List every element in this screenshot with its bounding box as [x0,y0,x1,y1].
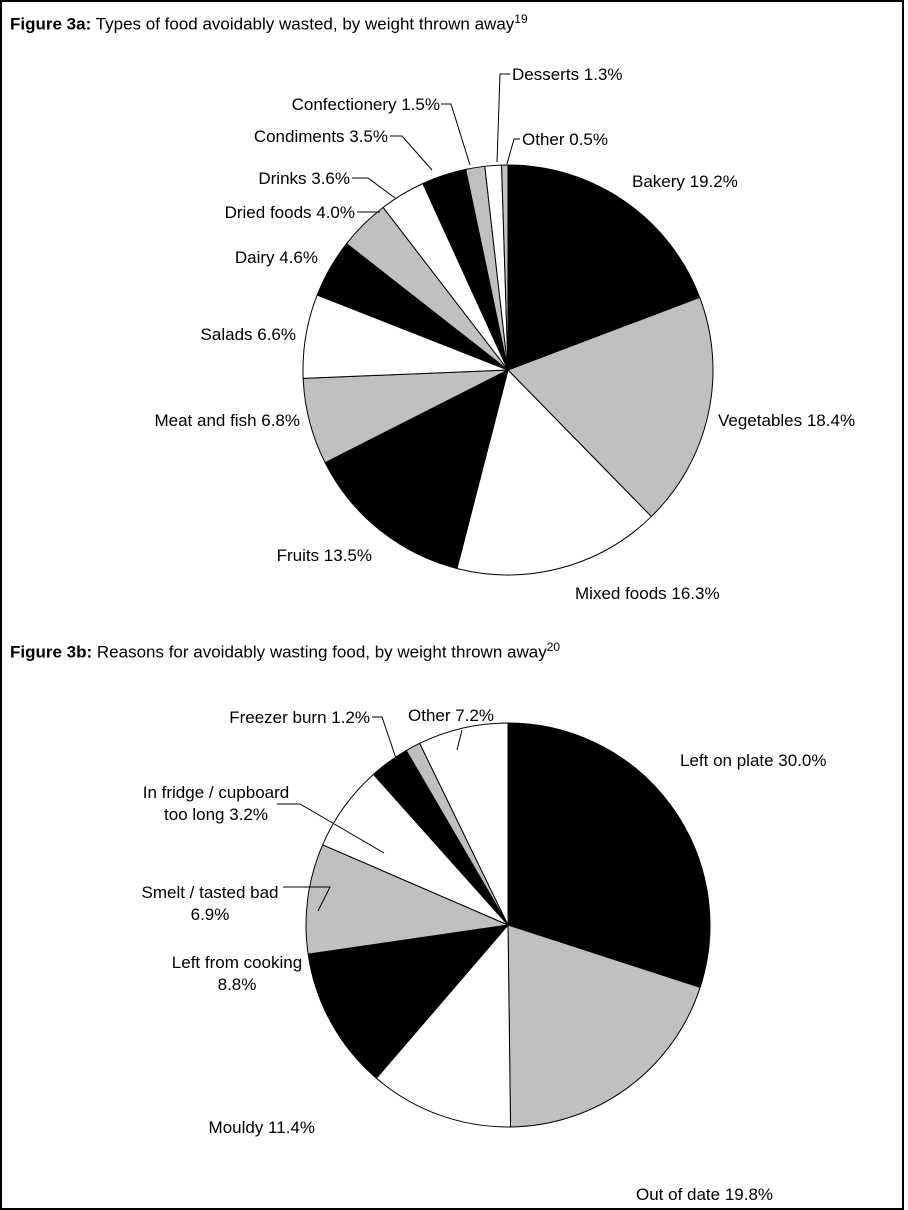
pie-slice-fruits [324,369,509,570]
leader-line-smelt-tasted-bad [283,886,331,912]
pie-chart-waste-reasons: Left on plate 30.0%Out of date 19.8%Look… [141,706,827,1204]
figure-3a-label: Figure 3a: [10,14,92,34]
slice-label-dairy: Dairy 4.6% [235,248,318,267]
slice-label-fruits: Fruits 13.5% [277,546,372,565]
slice-label-drinks: Drinks 3.6% [258,169,350,188]
pie-slice-left-on-plate [507,722,711,988]
figure-3b-title-text: Reasons for avoidably wasting food, by w… [92,642,547,662]
slice-label-vegetables: Vegetables 18.4% [718,411,855,430]
leader-line-condiments [390,135,433,171]
pie-slice-vegetables [507,296,714,518]
slice-label-left-from-cooking: Left from cooking 8.8% [172,953,302,994]
pie-slices [305,722,711,1128]
slice-label-left-on-plate: Left on plate 30.0% [680,751,827,770]
figure-3a-title-text: Types of food avoidably wasted, by weigh… [91,14,515,34]
figure-3b-label: Figure 3b: [10,642,93,662]
slice-label-condiments: Condiments 3.5% [254,127,388,146]
slice-label-other: Other 0.5% [522,130,608,149]
figure-3a-title: Figure 3a: Types of food avoidably waste… [10,12,528,35]
slice-label-confectionery: Confectionery 1.5% [292,95,440,114]
slice-label-dried-foods: Dried foods 4.0% [225,203,355,222]
pie-slice-bakery [507,164,701,371]
pie-slice-looked-bad [375,924,512,1128]
pie-slice-other [501,164,509,371]
figure-3b-footnote: 20 [546,640,561,654]
slice-label-salads: Salads 6.6% [201,325,296,344]
pie-labels: Bakery 19.2% Vegetables 18.4% Mixed foods … [154,65,855,603]
slice-label-in-fridge-cupboard-too-long: In fridge / cupboard too long 3.2% [143,783,289,824]
slice-label-mixed-foods: Mixed foods 16.3% [575,584,720,603]
figure-3a-footnote: 19 [514,12,528,26]
leader-line-in-fridge-cupboard-too-long [277,803,385,854]
slice-label-smelt-tasted-bad: Smelt / tasted bad 6.9% [141,883,278,924]
slice-label-other: Other 7.2% [408,706,494,725]
pie-slices [302,164,714,576]
leader-line-drinks [352,177,396,199]
pie-slice-out-of-date [507,924,701,1128]
pie-slice-other [419,722,509,926]
leader-line-other [506,138,520,165]
figure-3b-title: Figure 3b: Reasons for avoidably wasting… [10,640,560,663]
pie-slice-mixed-foods [456,369,652,576]
slice-label-freezer-burn: Freezer burn 1.2% [229,708,370,727]
pie-chart-food-types: Bakery 19.2% Vegetables 18.4% Mixed foods … [154,65,855,603]
slice-label-bakery: Bakery 19.2% [632,172,738,191]
leader-line-other [456,729,463,751]
slice-label-meat-and-fish: Meat and fish 6.8% [154,411,300,430]
leader-line-confectionery [441,103,471,166]
slice-label-desserts: Desserts 1.3% [512,65,623,84]
slice-label-mouldy: Mouldy 11.4% [209,1118,315,1137]
slice-label-out-of-date: Out of date 19.8% [636,1185,773,1204]
pie-slice-left-from-cooking [305,844,509,955]
leader-line-freezer-burn [372,716,407,789]
pie-labels: Left on plate 30.0%Out of date 19.8%Look… [141,706,827,1204]
leader-line-desserts [496,73,510,163]
pie-slice-mouldy [307,924,509,1079]
